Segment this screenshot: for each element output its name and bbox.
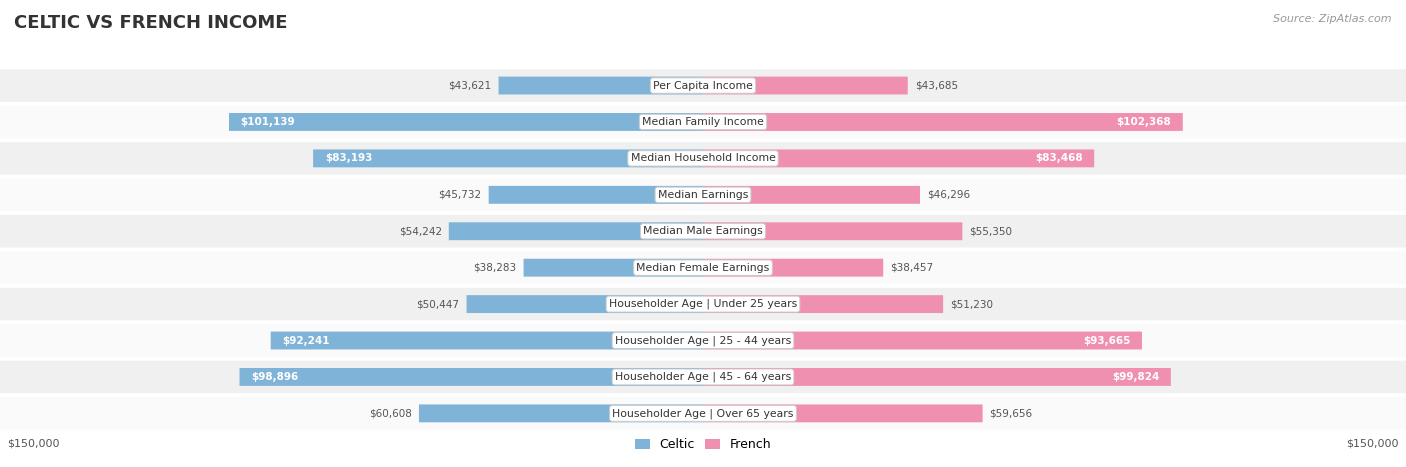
- Text: $99,824: $99,824: [1112, 372, 1159, 382]
- Legend: Celtic, French: Celtic, French: [630, 433, 776, 456]
- FancyBboxPatch shape: [0, 251, 1406, 284]
- FancyBboxPatch shape: [703, 259, 883, 276]
- FancyBboxPatch shape: [703, 368, 1171, 386]
- FancyBboxPatch shape: [703, 295, 943, 313]
- Text: $59,656: $59,656: [990, 408, 1033, 418]
- FancyBboxPatch shape: [449, 222, 703, 240]
- FancyBboxPatch shape: [703, 222, 962, 240]
- FancyBboxPatch shape: [0, 69, 1406, 102]
- Text: $51,230: $51,230: [950, 299, 993, 309]
- FancyBboxPatch shape: [703, 332, 1142, 349]
- FancyBboxPatch shape: [0, 361, 1406, 393]
- Text: $60,608: $60,608: [368, 408, 412, 418]
- Text: Householder Age | 25 - 44 years: Householder Age | 25 - 44 years: [614, 335, 792, 346]
- FancyBboxPatch shape: [314, 149, 703, 167]
- FancyBboxPatch shape: [703, 77, 908, 94]
- FancyBboxPatch shape: [0, 178, 1406, 211]
- Text: $83,193: $83,193: [325, 153, 373, 163]
- Text: $55,350: $55,350: [970, 226, 1012, 236]
- FancyBboxPatch shape: [0, 288, 1406, 320]
- FancyBboxPatch shape: [703, 186, 920, 204]
- Text: Householder Age | 45 - 64 years: Householder Age | 45 - 64 years: [614, 372, 792, 382]
- Text: Median Household Income: Median Household Income: [630, 153, 776, 163]
- Text: Per Capita Income: Per Capita Income: [652, 80, 754, 91]
- FancyBboxPatch shape: [229, 113, 703, 131]
- Text: $45,732: $45,732: [439, 190, 482, 200]
- FancyBboxPatch shape: [467, 295, 703, 313]
- FancyBboxPatch shape: [0, 215, 1406, 248]
- Text: Source: ZipAtlas.com: Source: ZipAtlas.com: [1274, 14, 1392, 24]
- Text: $101,139: $101,139: [240, 117, 295, 127]
- Text: $46,296: $46,296: [927, 190, 970, 200]
- FancyBboxPatch shape: [0, 324, 1406, 357]
- Text: $93,665: $93,665: [1083, 335, 1130, 346]
- FancyBboxPatch shape: [703, 149, 1094, 167]
- FancyBboxPatch shape: [271, 332, 703, 349]
- Text: $54,242: $54,242: [399, 226, 441, 236]
- Text: CELTIC VS FRENCH INCOME: CELTIC VS FRENCH INCOME: [14, 14, 288, 32]
- FancyBboxPatch shape: [523, 259, 703, 276]
- Text: $150,000: $150,000: [1347, 439, 1399, 449]
- Text: Householder Age | Over 65 years: Householder Age | Over 65 years: [612, 408, 794, 418]
- FancyBboxPatch shape: [703, 404, 983, 422]
- Text: $102,368: $102,368: [1116, 117, 1171, 127]
- FancyBboxPatch shape: [0, 397, 1406, 430]
- FancyBboxPatch shape: [419, 404, 703, 422]
- FancyBboxPatch shape: [0, 142, 1406, 175]
- Text: $83,468: $83,468: [1035, 153, 1083, 163]
- FancyBboxPatch shape: [0, 106, 1406, 138]
- Text: Median Family Income: Median Family Income: [643, 117, 763, 127]
- Text: $38,457: $38,457: [890, 262, 934, 273]
- FancyBboxPatch shape: [703, 113, 1182, 131]
- Text: $50,447: $50,447: [416, 299, 460, 309]
- FancyBboxPatch shape: [239, 368, 703, 386]
- Text: $38,283: $38,283: [474, 262, 516, 273]
- Text: Median Female Earnings: Median Female Earnings: [637, 262, 769, 273]
- Text: $43,621: $43,621: [449, 80, 492, 91]
- Text: $43,685: $43,685: [915, 80, 957, 91]
- Text: Median Male Earnings: Median Male Earnings: [643, 226, 763, 236]
- Text: $92,241: $92,241: [283, 335, 330, 346]
- Text: Median Earnings: Median Earnings: [658, 190, 748, 200]
- Text: Householder Age | Under 25 years: Householder Age | Under 25 years: [609, 299, 797, 309]
- FancyBboxPatch shape: [499, 77, 703, 94]
- FancyBboxPatch shape: [489, 186, 703, 204]
- Text: $150,000: $150,000: [7, 439, 59, 449]
- Text: $98,896: $98,896: [252, 372, 298, 382]
